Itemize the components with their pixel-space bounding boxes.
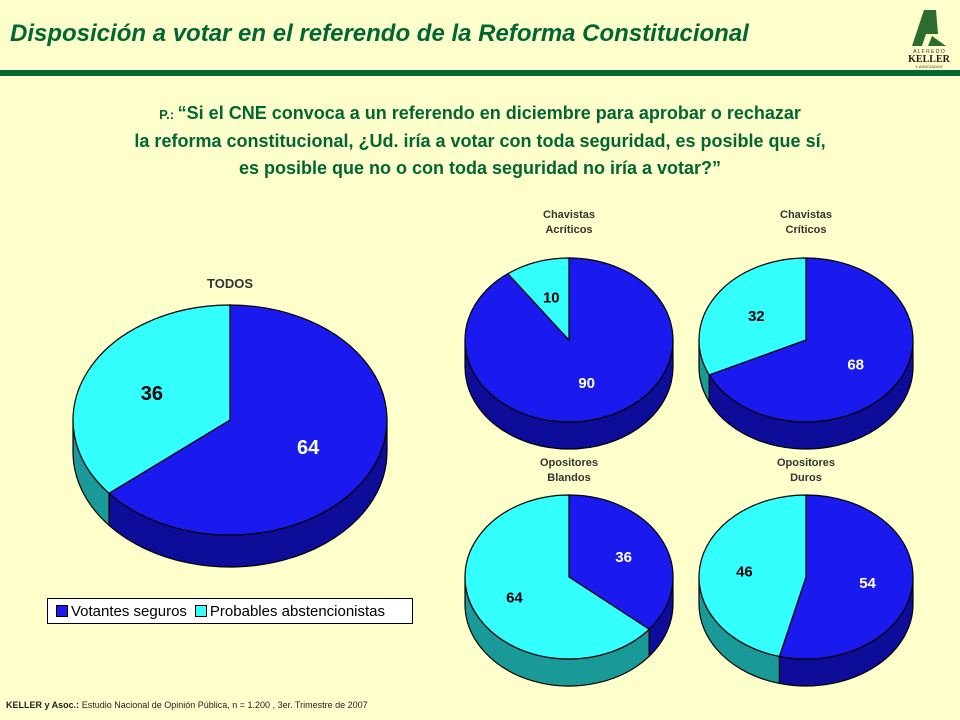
pie-1-label-0: 90 <box>578 375 595 392</box>
pie-0-slice-0 <box>108 304 388 536</box>
source-bold: KELLER y Asoc.: <box>6 700 80 710</box>
pie-4-slice-1 <box>698 494 807 658</box>
pie-3-slice-0 <box>568 494 674 631</box>
question-line-1: P.: “Si el CNE convoca a un referendo en… <box>40 100 920 128</box>
pie-0-slice-1 <box>72 304 231 495</box>
legend-swatch-blue <box>56 605 68 617</box>
pie-3-label-1: 64 <box>506 590 523 607</box>
pie-0-label-0: 64 <box>297 437 320 459</box>
question-line-3: es posible que no o con toda seguridad n… <box>238 158 722 178</box>
question-prefix: P.: <box>159 107 178 122</box>
pie-3-title-0: Opositores <box>540 457 598 469</box>
pie-2-slice-1 <box>698 257 807 376</box>
title-rule <box>0 70 960 76</box>
pie-4-label-1: 46 <box>736 563 753 580</box>
logo-bottom-text: Y ASOCIADOS <box>915 64 943 69</box>
pie-2-title-1: Críticos <box>786 224 827 236</box>
pie-3-slice-1 <box>464 494 651 660</box>
question-text-1: “Si el CNE convoca a un referendo en dic… <box>177 103 801 123</box>
pie-1-title-0: Chavistas <box>543 209 595 221</box>
pie-1-title-1: Acríticos <box>545 224 592 236</box>
pie-1-slice-1 <box>506 257 570 342</box>
survey-question: P.: “Si el CNE convoca a un referendo en… <box>40 100 920 182</box>
pie-4-title-0: Opositores <box>777 457 835 469</box>
source-text: Estudio Nacional de Opinión Pública, n =… <box>79 700 368 710</box>
pie-1-label-1: 10 <box>543 289 560 306</box>
pie-4-label-0: 54 <box>859 575 876 592</box>
pie-3-label-0: 36 <box>615 549 632 566</box>
pie-0-label-1: 36 <box>141 383 163 405</box>
pie-3-title-1: Blandos <box>547 472 590 484</box>
logo-top-text: A L F R E D O <box>913 49 945 55</box>
logo-mark-icon <box>912 10 938 46</box>
pie-2-label-0: 68 <box>847 356 864 373</box>
pie-2-slice-0 <box>708 257 914 423</box>
keller-logo: A L F R E D O KELLER Y ASOCIADOS <box>908 10 951 69</box>
logo-name-text: KELLER <box>908 54 950 65</box>
pie-0-title-0: TODOS <box>207 276 253 291</box>
legend-item-votantes: Votantes seguros <box>56 603 187 620</box>
pie-2-title-0: Chavistas <box>780 209 832 221</box>
legend-label-abstencionistas: Probables abstencionistas <box>209 602 386 620</box>
legend-label-votantes: Votantes seguros <box>71 602 187 620</box>
chart-legend: Votantes seguros Probables abstencionist… <box>47 598 413 624</box>
pie-4-title-1: Duros <box>790 472 822 484</box>
pie-4-slice-0 <box>778 494 914 660</box>
legend-swatch-cyan <box>194 605 207 617</box>
source-footnote: KELLER y Asoc.: Estudio Nacional de Opin… <box>6 700 368 710</box>
question-line-2: la reforma constitucional, ¿Ud. iría a v… <box>134 131 826 151</box>
legend-item-abstencionistas: Probables abstencionistas <box>194 602 386 620</box>
page-title: Disposición a votar en el referendo de l… <box>10 20 749 47</box>
pie-2-label-1: 32 <box>748 308 765 325</box>
